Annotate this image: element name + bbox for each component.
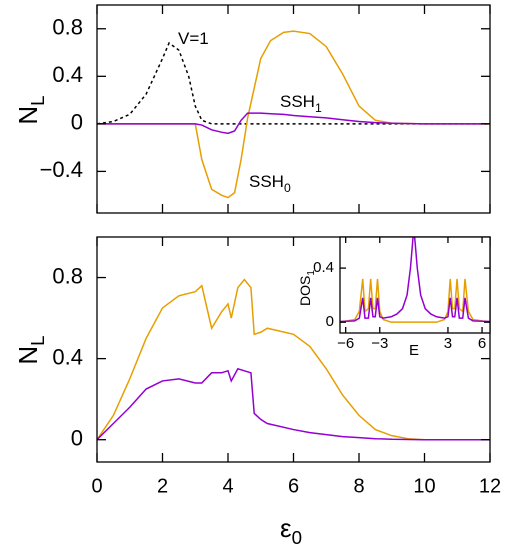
x-tick-label: 12 [479, 475, 501, 497]
label-subscript: 0 [284, 181, 291, 195]
data-line [97, 30, 490, 199]
label-subscript: 0 [292, 527, 302, 548]
x-tick-label: −6 [337, 335, 354, 352]
label-text: SSH [280, 92, 315, 111]
data-line [97, 112, 490, 135]
y-tick-label: 0.8 [52, 15, 83, 40]
label-text: N [13, 346, 43, 365]
data-line [340, 278, 490, 323]
label-text: N [13, 106, 43, 125]
x-axis-label: ε0 [280, 513, 302, 548]
x-tick-label: −3 [371, 335, 388, 352]
label-text: DOS [297, 276, 313, 306]
x-tick-label: 2 [157, 475, 168, 497]
annotation: SSH1 [280, 92, 322, 115]
y-tick-label: 0.4 [52, 344, 83, 369]
x-tick-label: 4 [222, 475, 233, 497]
data-line [97, 367, 490, 441]
x-tick-label: 8 [353, 475, 364, 497]
y-tick-label: 0.4 [313, 259, 334, 276]
label-text: SSH [249, 172, 284, 191]
y-axis-label: NL [13, 335, 48, 364]
label-subscript: 1 [306, 270, 317, 276]
y-tick-label: 0 [71, 426, 83, 451]
label-text: E [409, 342, 419, 359]
label-subscript: 1 [315, 101, 322, 115]
annotation: V=1 [178, 29, 209, 48]
y-tick-label: 0 [71, 110, 83, 135]
inset-y-axis-label: DOS1 [297, 270, 317, 306]
data-line [340, 237, 490, 323]
y-tick-label: 0 [326, 313, 334, 330]
y-tick-label: −0.4 [40, 157, 83, 182]
x-tick-label: 10 [413, 475, 435, 497]
data-line [97, 278, 490, 441]
label-subscript: L [27, 95, 48, 105]
annotation: SSH0 [249, 172, 291, 195]
x-tick-label: 3 [444, 335, 452, 352]
inset-x-axis-label: E [409, 342, 419, 359]
x-tick-label: 6 [478, 335, 486, 352]
label-text: V=1 [178, 29, 209, 48]
y-tick-label: 0.4 [52, 62, 83, 87]
plot-frame [339, 236, 491, 334]
y-tick-label: 0.8 [52, 263, 83, 288]
label-text: ε [280, 513, 292, 543]
data-line [97, 41, 490, 125]
x-tick-label: 0 [91, 475, 102, 497]
label-subscript: L [27, 335, 48, 345]
x-tick-label: 6 [288, 475, 299, 497]
y-axis-label: NL [13, 95, 48, 124]
